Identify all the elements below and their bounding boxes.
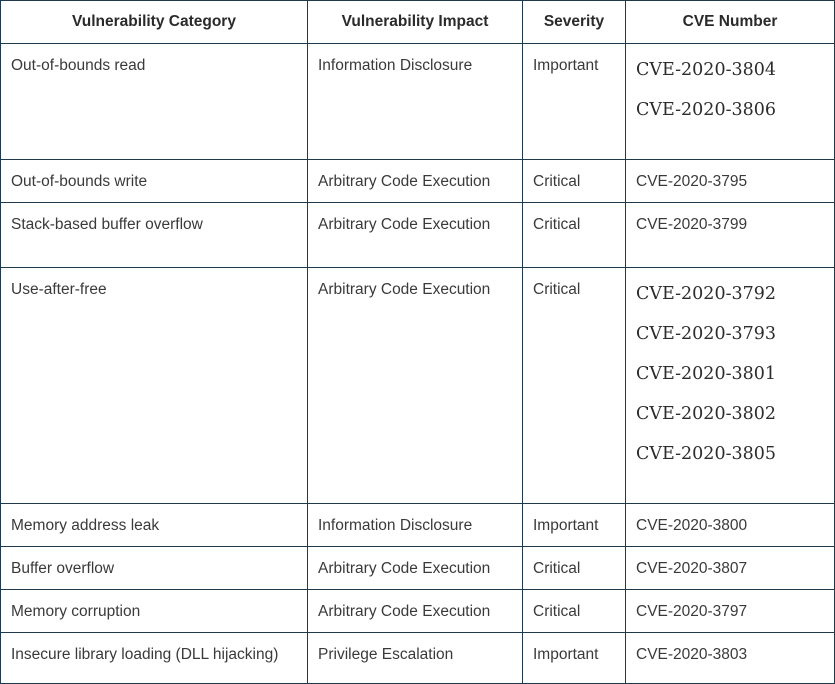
- severity-text: Critical: [533, 560, 581, 577]
- cve-text: CVE-2020-3800: [636, 517, 748, 534]
- category-text: Buffer overflow: [11, 560, 115, 577]
- cve-list-item: CVE-2020-3792: [636, 284, 777, 304]
- category-cell: Out-of-bounds write: [0, 159, 308, 203]
- impact-cell: Arbitrary Code Execution: [307, 546, 523, 590]
- cve-text: CVE-2020-3799: [636, 216, 748, 233]
- category-text: Use-after-free: [11, 281, 107, 298]
- severity-text: Critical: [533, 281, 581, 298]
- impact-text: Information Disclosure: [318, 57, 473, 74]
- table-row: Use-after-free Arbitrary Code Execution …: [0, 267, 835, 504]
- severity-text: Important: [533, 517, 599, 534]
- category-text: Out-of-bounds write: [11, 173, 148, 190]
- category-cell: Insecure library loading (DLL hijacking): [0, 632, 308, 684]
- cve-list-item: CVE-2020-3801: [636, 364, 777, 384]
- severity-cell: Critical: [522, 589, 626, 633]
- cve-cell: CVE-2020-3799: [625, 202, 835, 268]
- severity-text: Critical: [533, 603, 581, 620]
- impact-cell: Arbitrary Code Execution: [307, 589, 523, 633]
- category-cell: Out-of-bounds read: [0, 43, 308, 160]
- cve-text: CVE-2020-3803: [636, 646, 748, 663]
- cve-cell: CVE-2020-3797: [625, 589, 835, 633]
- table-row: Out-of-bounds write Arbitrary Code Execu…: [0, 159, 835, 203]
- table-row: Memory corruption Arbitrary Code Executi…: [0, 589, 835, 633]
- severity-cell: Important: [522, 43, 626, 160]
- cve-text: CVE-2020-3795: [636, 173, 748, 190]
- impact-cell: Arbitrary Code Execution: [307, 267, 523, 504]
- table-body: Out-of-bounds read Information Disclosur…: [0, 43, 835, 684]
- header-severity: Severity: [522, 0, 626, 44]
- impact-cell: Privilege Escalation: [307, 632, 523, 684]
- severity-cell: Critical: [522, 159, 626, 203]
- table-row: Out-of-bounds read Information Disclosur…: [0, 43, 835, 160]
- category-text: Insecure library loading (DLL hijacking): [11, 646, 279, 663]
- cve-text: CVE-2020-3797: [636, 603, 748, 620]
- category-cell: Memory corruption: [0, 589, 308, 633]
- severity-cell: Critical: [522, 546, 626, 590]
- category-cell: Stack-based buffer overflow: [0, 202, 308, 268]
- table-row: Memory address leak Information Disclosu…: [0, 503, 835, 547]
- header-row: Vulnerability Category Vulnerability Imp…: [0, 0, 835, 44]
- severity-text: Important: [533, 646, 599, 663]
- cve-list-item: CVE-2020-3793: [636, 324, 777, 344]
- cve-list: CVE-2020-3804 CVE-2020-3806: [626, 44, 834, 120]
- cve-list: CVE-2020-3792 CVE-2020-3793 CVE-2020-380…: [626, 268, 834, 464]
- impact-text: Privilege Escalation: [318, 646, 454, 663]
- cve-cell: CVE-2020-3804 CVE-2020-3806: [625, 43, 835, 160]
- cve-list-item: CVE-2020-3806: [636, 100, 777, 120]
- severity-cell: Important: [522, 632, 626, 684]
- category-cell: Use-after-free: [0, 267, 308, 504]
- header-vulnerability-category: Vulnerability Category: [0, 0, 308, 44]
- cve-cell: CVE-2020-3807: [625, 546, 835, 590]
- cve-list-item: CVE-2020-3805: [636, 444, 777, 464]
- impact-text: Information Disclosure: [318, 517, 473, 534]
- header-vulnerability-impact: Vulnerability Impact: [307, 0, 523, 44]
- impact-cell: Information Disclosure: [307, 503, 523, 547]
- cve-cell: CVE-2020-3803: [625, 632, 835, 684]
- category-text: Memory corruption: [11, 603, 141, 620]
- severity-cell: Critical: [522, 267, 626, 504]
- severity-cell: Critical: [522, 202, 626, 268]
- table-header: Vulnerability Category Vulnerability Imp…: [0, 0, 835, 44]
- severity-text: Critical: [533, 216, 581, 233]
- impact-cell: Arbitrary Code Execution: [307, 202, 523, 268]
- table-row: Buffer overflow Arbitrary Code Execution…: [0, 546, 835, 590]
- table-row: Stack-based buffer overflow Arbitrary Co…: [0, 202, 835, 268]
- category-text: Out-of-bounds read: [11, 57, 146, 74]
- impact-text: Arbitrary Code Execution: [318, 560, 491, 577]
- category-text: Memory address leak: [11, 517, 160, 534]
- impact-text: Arbitrary Code Execution: [318, 216, 491, 233]
- impact-cell: Information Disclosure: [307, 43, 523, 160]
- severity-text: Critical: [533, 173, 581, 190]
- category-cell: Buffer overflow: [0, 546, 308, 590]
- cve-list-item: CVE-2020-3802: [636, 404, 777, 424]
- severity-cell: Important: [522, 503, 626, 547]
- category-cell: Memory address leak: [0, 503, 308, 547]
- cve-cell: CVE-2020-3800: [625, 503, 835, 547]
- cve-text: CVE-2020-3807: [636, 560, 748, 577]
- impact-text: Arbitrary Code Execution: [318, 603, 491, 620]
- impact-text: Arbitrary Code Execution: [318, 281, 491, 298]
- impact-text: Arbitrary Code Execution: [318, 173, 491, 190]
- table-row: Insecure library loading (DLL hijacking)…: [0, 632, 835, 684]
- cve-cell: CVE-2020-3792 CVE-2020-3793 CVE-2020-380…: [625, 267, 835, 504]
- cve-list-item: CVE-2020-3804: [636, 60, 777, 80]
- impact-cell: Arbitrary Code Execution: [307, 159, 523, 203]
- category-text: Stack-based buffer overflow: [11, 216, 203, 233]
- header-cve-number: CVE Number: [625, 0, 835, 44]
- cve-cell: CVE-2020-3795: [625, 159, 835, 203]
- severity-text: Important: [533, 57, 599, 74]
